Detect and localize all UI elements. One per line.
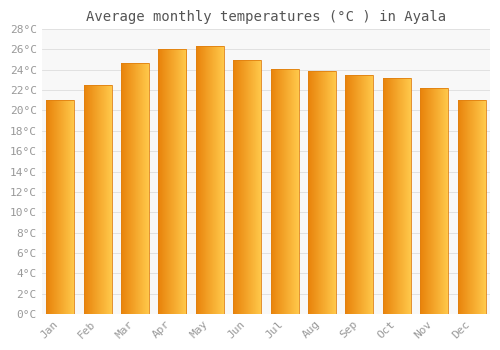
Bar	[233, 60, 262, 314]
Bar	[270, 69, 298, 314]
Bar	[346, 75, 374, 314]
Bar	[308, 71, 336, 314]
Bar	[46, 100, 74, 314]
Bar	[121, 63, 149, 314]
Bar	[196, 46, 224, 314]
Bar	[458, 100, 485, 314]
Bar	[84, 85, 112, 314]
Title: Average monthly temperatures (°C ) in Ayala: Average monthly temperatures (°C ) in Ay…	[86, 10, 446, 24]
Bar	[420, 88, 448, 314]
Bar	[158, 49, 186, 314]
Bar	[383, 78, 411, 314]
